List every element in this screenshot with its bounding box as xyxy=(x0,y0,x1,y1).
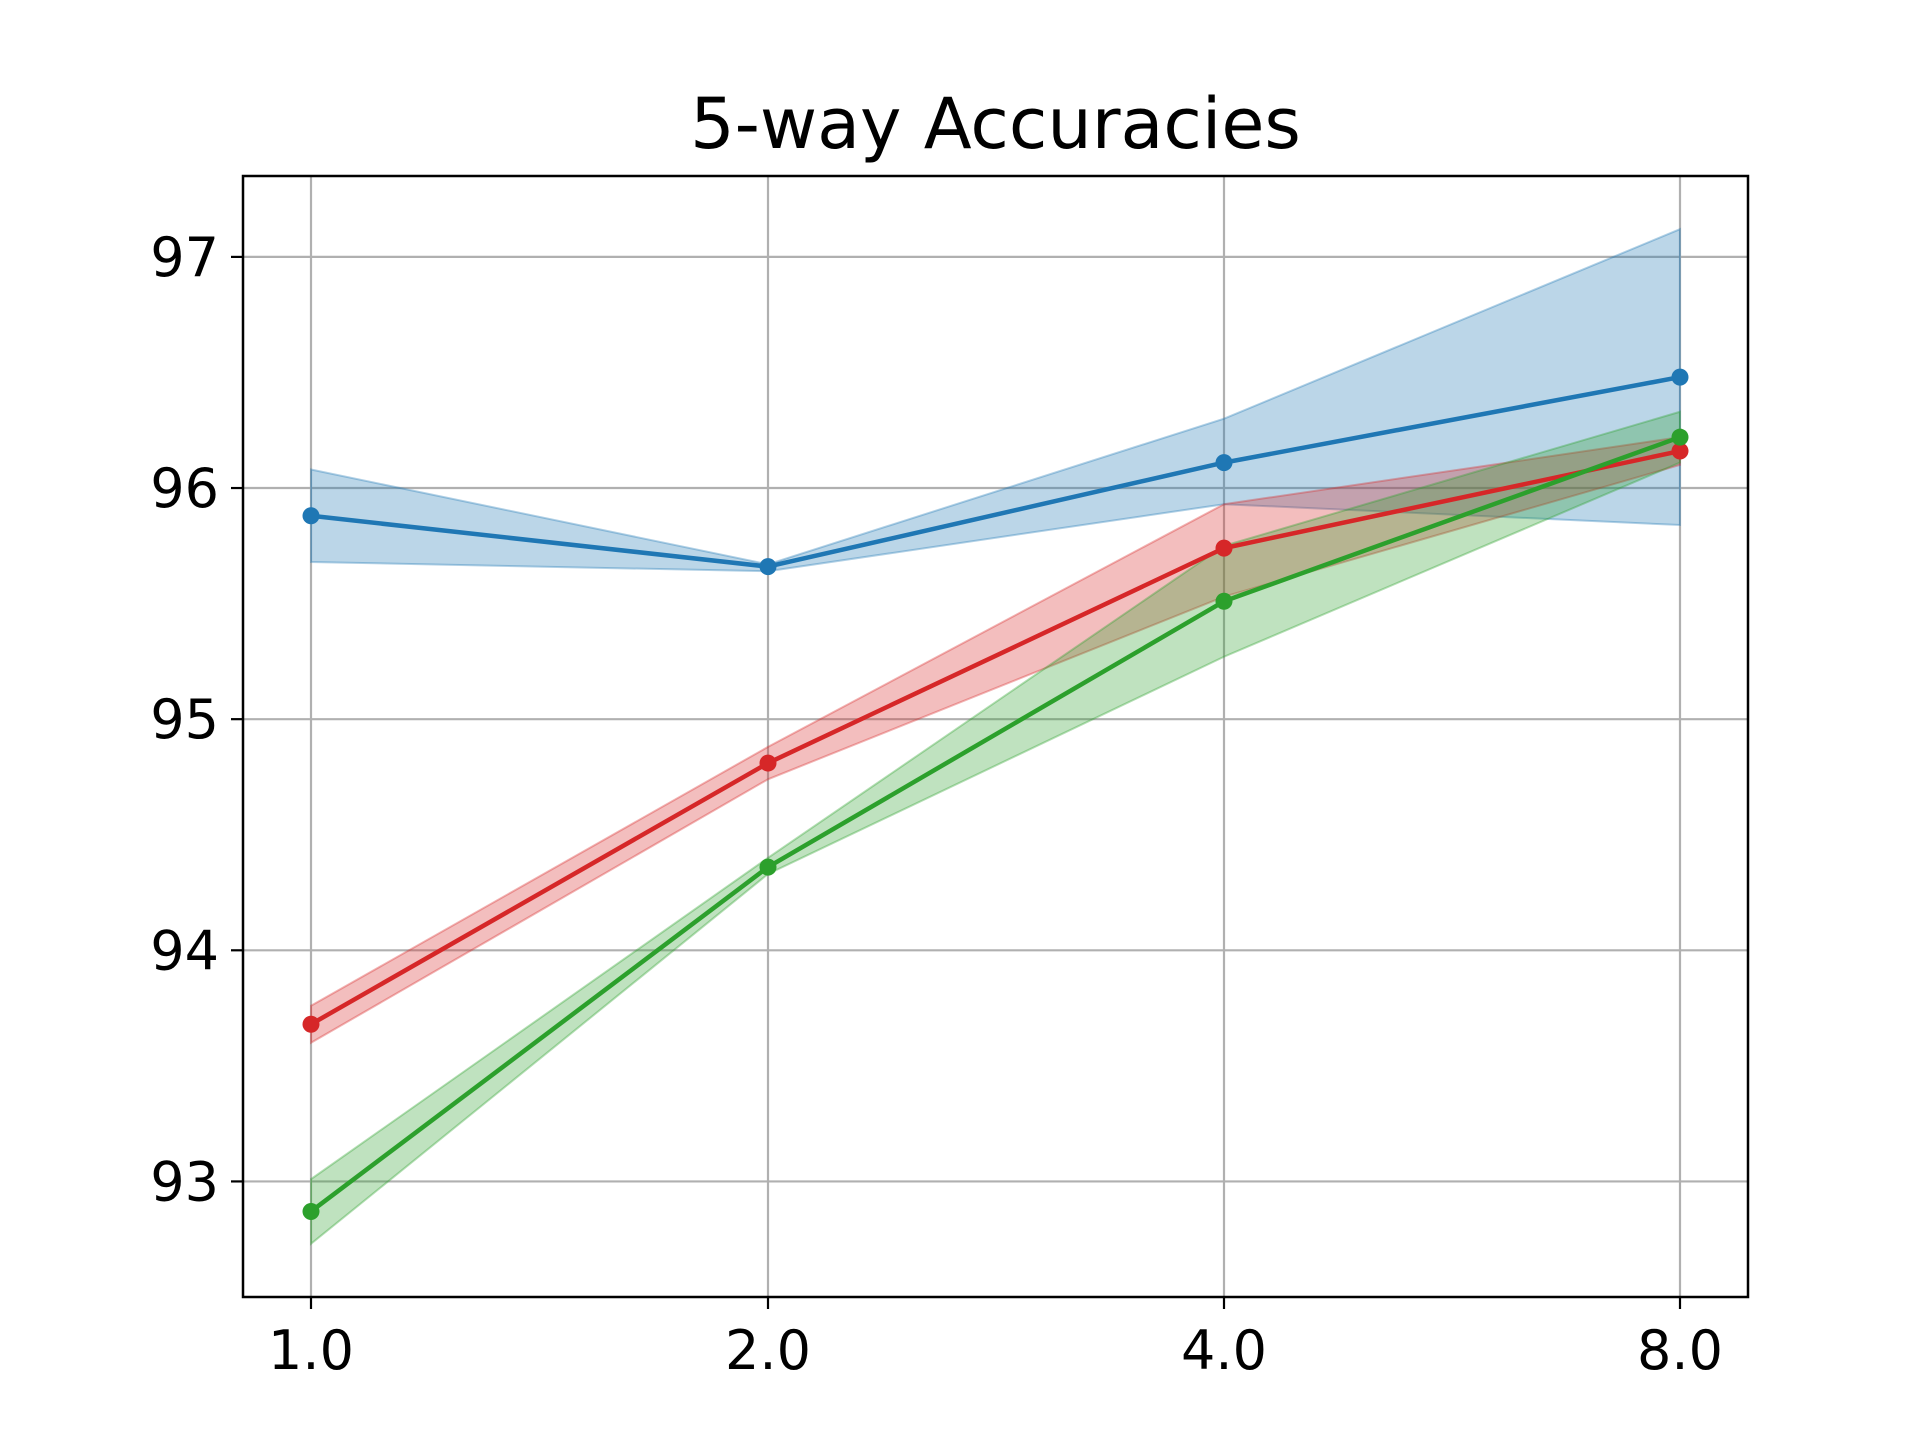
series-line-2 xyxy=(309,435,1681,1214)
data-point xyxy=(1671,442,1689,460)
data-point xyxy=(302,507,320,525)
y-tick-label: 96 xyxy=(150,457,219,520)
confidence-bands xyxy=(310,227,1681,1246)
x-tick-label: 1.0 xyxy=(268,1319,354,1382)
axis-ticks: 1.0 2.0 4.0 8.0 93 94 95 96 97 xyxy=(150,226,1723,1382)
data-point xyxy=(1215,539,1233,557)
data-point xyxy=(759,558,777,576)
data-point xyxy=(302,1015,320,1033)
series-line-0 xyxy=(310,374,1681,569)
x-tick-label: 8.0 xyxy=(1637,1319,1723,1382)
confidence-band-0 xyxy=(310,227,1681,573)
data-point xyxy=(759,754,777,772)
grid xyxy=(243,176,1748,1297)
data-point xyxy=(1671,368,1689,386)
series-points xyxy=(302,368,1689,1220)
series-lines xyxy=(309,374,1681,1214)
plot-frame xyxy=(241,174,1750,1299)
confidence-band-2 xyxy=(310,410,1681,1246)
data-point xyxy=(1215,592,1233,610)
y-tick-label: 94 xyxy=(150,919,219,982)
y-tick-label: 93 xyxy=(150,1150,219,1213)
data-point xyxy=(302,1202,320,1220)
data-point xyxy=(759,858,777,876)
data-point xyxy=(1215,454,1233,472)
y-tick-label: 97 xyxy=(150,226,219,289)
data-point xyxy=(1671,428,1689,446)
confidence-band-1 xyxy=(310,436,1681,1045)
series-line-1 xyxy=(309,448,1681,1027)
y-tick-label: 95 xyxy=(150,688,219,751)
chart-title: 5-way Accuracies xyxy=(690,83,1301,165)
x-tick-label: 4.0 xyxy=(1181,1319,1267,1382)
x-tick-label: 2.0 xyxy=(725,1319,811,1382)
